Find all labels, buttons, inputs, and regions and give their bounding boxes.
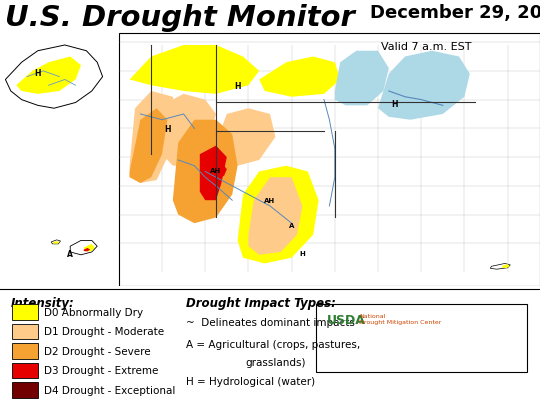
Text: D2 Drought - Severe: D2 Drought - Severe — [44, 346, 151, 356]
Polygon shape — [5, 46, 103, 109]
Text: AH: AH — [211, 168, 221, 174]
Polygon shape — [502, 265, 510, 268]
Polygon shape — [335, 52, 389, 106]
Bar — [12, 343, 38, 359]
Polygon shape — [200, 146, 227, 200]
Polygon shape — [248, 178, 302, 255]
Polygon shape — [490, 264, 510, 269]
Text: H = Hydrological (water): H = Hydrological (water) — [186, 376, 315, 386]
Text: D0 Abnormally Dry: D0 Abnormally Dry — [44, 307, 144, 317]
Bar — [119, 34, 540, 287]
Polygon shape — [130, 46, 259, 95]
Polygon shape — [51, 240, 60, 244]
Polygon shape — [162, 95, 216, 166]
Polygon shape — [216, 109, 275, 166]
Polygon shape — [213, 166, 227, 178]
Polygon shape — [84, 244, 94, 252]
Polygon shape — [238, 166, 319, 264]
Polygon shape — [16, 57, 81, 95]
Polygon shape — [130, 92, 178, 184]
Polygon shape — [173, 120, 238, 224]
Text: AH: AH — [265, 198, 275, 204]
Bar — [12, 363, 38, 378]
Text: D1 Drought - Moderate: D1 Drought - Moderate — [44, 326, 164, 336]
Text: December 29, 2009: December 29, 2009 — [370, 4, 540, 22]
Bar — [12, 304, 38, 320]
Bar — [12, 324, 38, 339]
Text: Valid 7 a.m. EST: Valid 7 a.m. EST — [381, 42, 471, 52]
Text: H: H — [234, 81, 241, 91]
Text: A = Agricultural (crops, pastures,: A = Agricultural (crops, pastures, — [186, 339, 361, 349]
Bar — [12, 382, 38, 397]
Text: D4 Drought - Exceptional: D4 Drought - Exceptional — [44, 385, 176, 395]
Polygon shape — [378, 52, 470, 120]
Text: D3 Drought - Extreme: D3 Drought - Extreme — [44, 365, 159, 375]
Text: ~  Delineates dominant impacts: ~ Delineates dominant impacts — [186, 318, 355, 328]
Text: H: H — [164, 125, 171, 134]
Text: USDA: USDA — [327, 313, 366, 326]
Text: U.S. Drought Monitor: U.S. Drought Monitor — [5, 4, 355, 32]
Polygon shape — [189, 138, 232, 212]
Text: Drought Impact Types:: Drought Impact Types: — [186, 296, 336, 309]
Bar — [316, 304, 526, 373]
Polygon shape — [70, 241, 97, 255]
Text: H: H — [35, 69, 41, 78]
Text: National
Drought Mitigation Center: National Drought Mitigation Center — [359, 313, 442, 324]
Text: A: A — [68, 250, 73, 259]
Text: A: A — [289, 222, 294, 228]
Text: Intensity:: Intensity: — [11, 296, 75, 309]
Text: grasslands): grasslands) — [246, 358, 306, 368]
Polygon shape — [259, 57, 340, 97]
Text: H: H — [300, 251, 305, 257]
Polygon shape — [52, 241, 59, 244]
Polygon shape — [130, 109, 167, 184]
Polygon shape — [84, 248, 90, 252]
Text: H: H — [391, 100, 397, 109]
